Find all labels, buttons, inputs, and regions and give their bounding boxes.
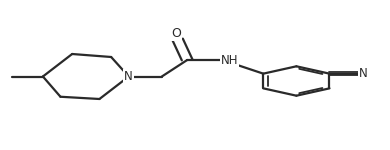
Text: O: O bbox=[171, 27, 181, 40]
Text: N: N bbox=[359, 67, 368, 80]
Text: NH: NH bbox=[221, 54, 238, 66]
Text: N: N bbox=[124, 70, 133, 83]
